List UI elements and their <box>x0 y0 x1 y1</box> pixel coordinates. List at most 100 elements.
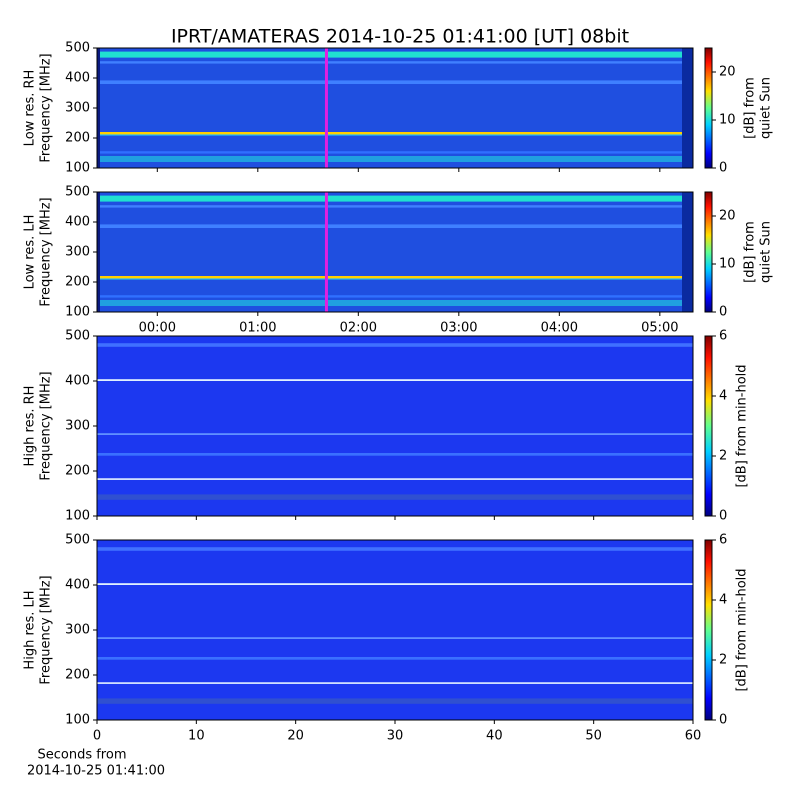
colorbar-tick-label: 0 <box>719 509 727 524</box>
colorbar-tick-label: 0 <box>719 161 727 176</box>
spectrogram-band <box>97 51 693 58</box>
y-axis-label: Frequency [MHz] <box>39 197 54 306</box>
colorbar-tick-label: 4 <box>719 593 727 608</box>
y-tick-label: 500 <box>65 41 90 56</box>
colorbar-tick-label: 6 <box>719 533 727 548</box>
x-tick-label: 30 <box>387 729 404 744</box>
x-axis-label: 2014-10-25 01:41:00 <box>27 764 165 779</box>
colorbar-tick-label: 0 <box>719 305 727 320</box>
y-tick-label: 200 <box>65 275 90 290</box>
y-tick-label: 500 <box>65 329 90 344</box>
x-axis-label: Seconds from <box>37 748 126 763</box>
spectrogram-band <box>97 278 693 280</box>
colorbar <box>704 335 713 517</box>
y-tick-label: 100 <box>65 509 90 524</box>
y-axis-label: Low res. RH <box>23 70 38 147</box>
y-axis-label: Low res. LH <box>23 215 38 290</box>
y-tick-label: 100 <box>65 305 90 320</box>
x-tick-label: 03:00 <box>440 321 477 336</box>
colorbar-label: [dB] from min-hold <box>735 364 750 487</box>
colorbar <box>704 539 713 721</box>
colorbar-label: quiet Sun <box>759 221 774 283</box>
spectrogram-band <box>97 134 693 136</box>
colorbar-tick-label: 10 <box>719 113 736 128</box>
y-tick-label: 300 <box>65 101 90 116</box>
spectrogram-band <box>97 195 693 202</box>
y-tick-label: 300 <box>65 623 90 638</box>
data-gap <box>97 192 100 312</box>
spectrogram-band <box>97 300 693 306</box>
x-tick-label: 04:00 <box>541 321 578 336</box>
chart-title: IPRT/AMATERAS 2014-10-25 01:41:00 [UT] 0… <box>171 26 629 48</box>
spectrogram-band <box>97 295 693 298</box>
data-gap <box>682 48 693 168</box>
spectrogram-band <box>97 132 693 135</box>
colorbar-label: [dB] from <box>743 77 758 139</box>
x-tick-label: 10 <box>188 729 205 744</box>
colorbar-label: quiet Sun <box>759 77 774 139</box>
y-axis-label: Frequency [MHz] <box>39 371 54 480</box>
spectrogram-band <box>97 343 693 347</box>
x-tick-label: 00:00 <box>139 321 176 336</box>
y-tick-label: 100 <box>65 161 90 176</box>
y-tick-label: 400 <box>65 374 90 389</box>
spectrogram <box>97 540 693 720</box>
spectrogram-band <box>97 657 693 660</box>
spectrogram-band <box>97 583 693 585</box>
colorbar-tick-label: 0 <box>719 713 727 728</box>
y-tick-label: 200 <box>65 668 90 683</box>
y-tick-label: 400 <box>65 578 90 593</box>
spectrogram <box>97 336 693 516</box>
y-axis-label: Frequency [MHz] <box>39 575 54 684</box>
y-axis-label: High res. LH <box>23 590 38 669</box>
spectrogram-band <box>97 698 693 704</box>
spectrogram-band <box>97 61 693 64</box>
colorbar-tick-label: 10 <box>719 257 736 272</box>
y-tick-label: 400 <box>65 71 90 86</box>
data-gap <box>682 192 693 312</box>
x-tick-label: 20 <box>287 729 304 744</box>
spectrogram-band <box>97 682 693 684</box>
x-tick-label: 01:00 <box>239 321 276 336</box>
spectrogram-band <box>97 379 693 381</box>
spectrogram <box>97 192 693 312</box>
spectrogram-band <box>97 276 693 279</box>
colorbar-tick-label: 20 <box>719 209 736 224</box>
colorbar <box>704 47 713 169</box>
spectrogram-band <box>97 205 693 208</box>
spectrogram-band <box>97 151 693 154</box>
spectrogram-band <box>97 433 693 435</box>
colorbar-tick-label: 2 <box>719 653 727 668</box>
y-tick-label: 200 <box>65 464 90 479</box>
x-tick-label: 50 <box>585 729 602 744</box>
y-axis-label: Frequency [MHz] <box>39 53 54 162</box>
data-gap <box>97 48 100 168</box>
x-tick-label: 05:00 <box>641 321 678 336</box>
spectrogram-band <box>97 80 693 84</box>
y-tick-label: 500 <box>65 185 90 200</box>
x-tick-label: 40 <box>486 729 503 744</box>
spectrogram-band <box>97 547 693 551</box>
spectrogram-band <box>97 494 693 500</box>
y-tick-label: 300 <box>65 419 90 434</box>
spectrogram-band <box>97 224 693 228</box>
x-tick-label: 60 <box>685 729 702 744</box>
colorbar <box>704 191 713 313</box>
colorbar-tick-label: 4 <box>719 389 727 404</box>
y-tick-label: 400 <box>65 215 90 230</box>
spectrogram-band <box>97 637 693 639</box>
spectrogram-band <box>97 478 693 480</box>
colorbar-tick-label: 2 <box>719 449 727 464</box>
colorbar-label: [dB] from <box>743 221 758 283</box>
y-tick-label: 300 <box>65 245 90 260</box>
y-tick-label: 200 <box>65 131 90 146</box>
spectrogram <box>97 48 693 168</box>
y-tick-label: 500 <box>65 533 90 548</box>
y-tick-label: 100 <box>65 713 90 728</box>
colorbar-label: [dB] from min-hold <box>735 568 750 691</box>
spectrogram-band <box>97 453 693 456</box>
y-axis-label: High res. RH <box>23 386 38 467</box>
colorbar-tick-label: 20 <box>719 65 736 80</box>
x-tick-label: 02:00 <box>340 321 377 336</box>
